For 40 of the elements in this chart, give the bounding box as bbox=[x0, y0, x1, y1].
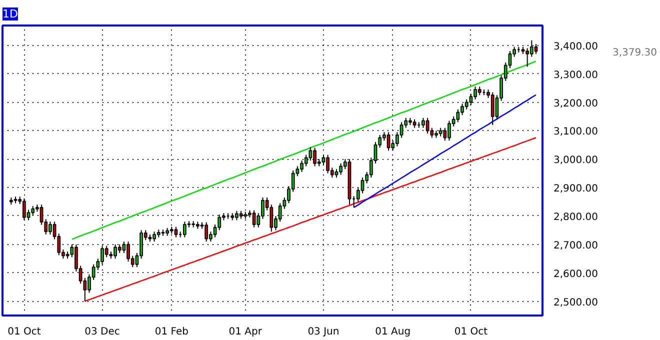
x-tick-label: 01 Aug bbox=[375, 326, 411, 338]
candlestick bbox=[182, 221, 186, 238]
candlestick bbox=[252, 210, 256, 228]
x-tick-label: 01 Feb bbox=[154, 326, 188, 338]
text: 3,379.30 bbox=[612, 47, 658, 58]
candlestick bbox=[308, 146, 312, 162]
candlestick bbox=[443, 127, 447, 142]
x-tick-label: 01 Oct bbox=[454, 326, 488, 338]
line-series bbox=[353, 94, 537, 208]
candlestick bbox=[104, 245, 108, 258]
candlestick bbox=[218, 214, 222, 231]
y-tick-label: 2,900.00 bbox=[554, 184, 598, 195]
candlestick bbox=[270, 204, 274, 232]
chart-title: 1D bbox=[2, 8, 18, 20]
candlestick bbox=[464, 98, 468, 110]
candlestick bbox=[426, 117, 430, 134]
x-tick-label: 01 Oct bbox=[8, 326, 41, 338]
candlestick bbox=[174, 226, 178, 238]
line-series bbox=[84, 137, 537, 302]
x-tick-label: 03 Jun bbox=[308, 326, 340, 338]
y-tick-label: 2,800.00 bbox=[554, 212, 598, 223]
y-tick-label: 2,600.00 bbox=[554, 268, 598, 280]
candlestick bbox=[304, 154, 308, 167]
y-tick-label: 3,400.00 bbox=[554, 41, 598, 52]
line-series bbox=[71, 60, 537, 240]
candlestick bbox=[386, 132, 390, 152]
candlestick bbox=[526, 48, 530, 68]
candlestick bbox=[490, 92, 494, 126]
y-tick-label: 2,700.00 bbox=[554, 240, 598, 252]
x-tick-label: 01 Apr bbox=[228, 326, 263, 338]
candlestick bbox=[339, 162, 343, 176]
candlestick bbox=[456, 108, 460, 123]
x-tick-label: 03 Dec bbox=[84, 326, 120, 338]
candlestick bbox=[31, 206, 35, 216]
y-tick-label: 2,500.00 bbox=[554, 297, 598, 308]
y-tick-label: 3,100.00 bbox=[554, 126, 598, 138]
candlestick bbox=[204, 222, 208, 242]
y-tick-label: 3,200.00 bbox=[554, 98, 598, 110]
y-tick-label: 3,000.00 bbox=[554, 155, 598, 166]
y-tick-label: 3,300.00 bbox=[554, 70, 598, 81]
